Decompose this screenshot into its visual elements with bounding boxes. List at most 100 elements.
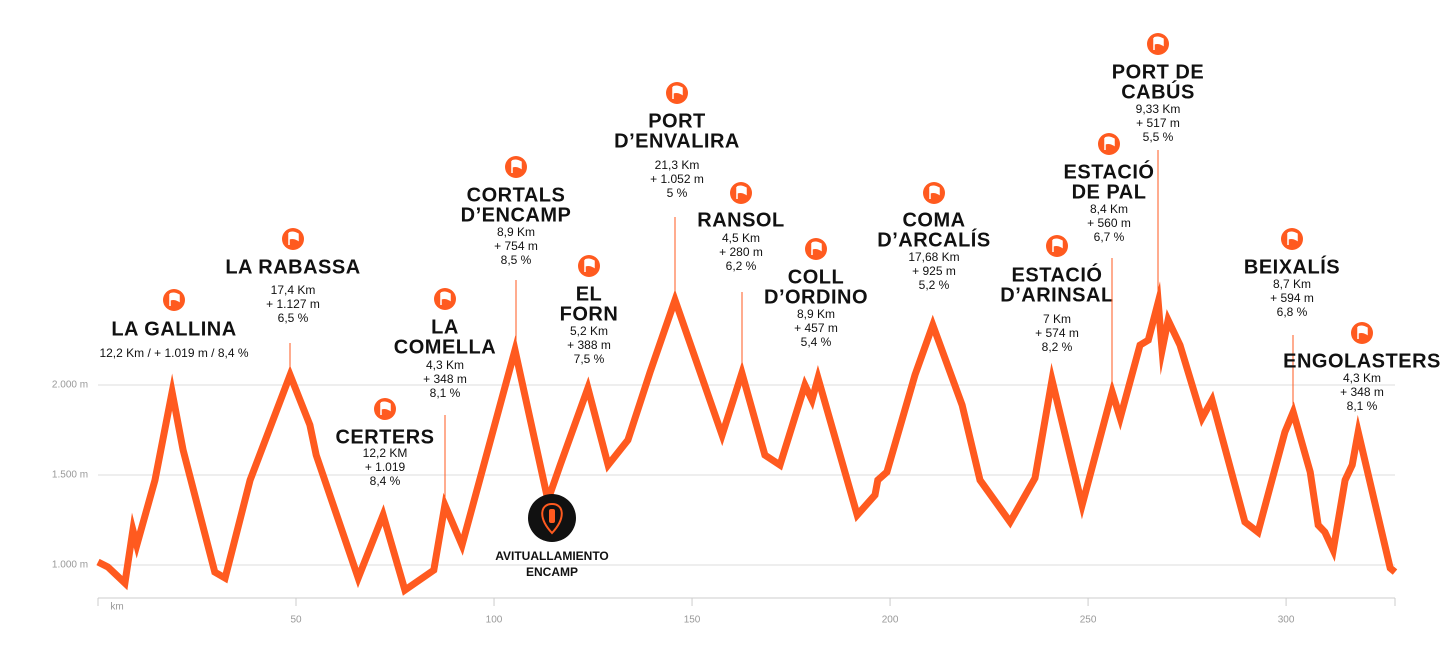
x-tick-label: 200	[882, 615, 899, 626]
flag-icon	[434, 288, 456, 310]
peak-stat: + 1.019	[365, 460, 406, 474]
flag-icon	[1351, 322, 1373, 344]
peak-stat: 6,2 %	[726, 259, 757, 273]
flag-glyph	[811, 241, 822, 255]
peak-stat: 7 Km	[1043, 312, 1071, 326]
peak-title: RANSOL	[697, 209, 784, 231]
peak-stat: 5,2 %	[919, 278, 950, 292]
peak-stat: + 348 m	[423, 372, 467, 386]
flag-icon	[1281, 228, 1303, 250]
peak-stat: + 280 m	[719, 245, 763, 259]
peak-stat: 8,4 Km	[1090, 202, 1128, 216]
peak-stat: 5,2 Km	[570, 324, 608, 338]
peak-title: D’ENCAMP	[461, 204, 572, 226]
flag-icon	[1098, 133, 1120, 155]
peak-title: EL	[576, 283, 603, 305]
flag-glyph	[1357, 325, 1368, 339]
aid-station-label: ENCAMP	[526, 565, 578, 579]
flag-icon	[666, 82, 688, 104]
peak-stat: 6,5 %	[278, 311, 309, 325]
y-tick-label: 2.000 m	[52, 380, 88, 391]
peak-title: ENGOLASTERS	[1283, 350, 1440, 372]
flag-glyph	[169, 292, 180, 306]
aid-bottle	[549, 509, 555, 523]
flag-glyph	[1052, 238, 1063, 252]
x-tick-label: 100	[486, 615, 503, 626]
peak-title: D’ARCALÍS	[877, 228, 990, 251]
flag-glyph	[672, 85, 683, 99]
x-tick-label: 150	[684, 615, 701, 626]
peak-stat: + 457 m	[794, 321, 838, 335]
x-tick-label: 300	[1278, 615, 1295, 626]
elevation-profile	[96, 281, 1398, 596]
flag-icon	[163, 289, 185, 311]
peak-stat: 12,2 Km / + 1.019 m / 8,4 %	[99, 346, 248, 360]
flag-icon	[374, 398, 396, 420]
peak-title: PORT DE	[1112, 61, 1204, 83]
flag-icon	[730, 182, 752, 204]
flag-icon	[1147, 33, 1169, 55]
peak-title: LA GALLINA	[111, 318, 236, 340]
peak-stat: 5 %	[667, 186, 688, 200]
flag-icon	[1046, 235, 1068, 257]
peak-stat: 4,3 Km	[1343, 371, 1381, 385]
peak-title: FORN	[560, 303, 619, 325]
peak-stat: + 1.127 m	[266, 297, 320, 311]
peak-stat: + 754 m	[494, 239, 538, 253]
peak-stat: + 574 m	[1035, 326, 1079, 340]
peak-title: CERTERS	[335, 426, 434, 448]
peak-stat: 5,4 %	[801, 335, 832, 349]
peak-stat: 8,9 Km	[797, 307, 835, 321]
peak-stat: + 560 m	[1087, 216, 1131, 230]
flag-glyph	[584, 258, 595, 272]
peak-title: LA RABASSA	[225, 256, 360, 278]
peak-stat: 17,4 Km	[271, 283, 316, 297]
flag-icon	[923, 182, 945, 204]
peak-stat: 6,7 %	[1094, 230, 1125, 244]
peak-stat: + 517 m	[1136, 116, 1180, 130]
peak-stat: 8,4 %	[370, 474, 401, 488]
peak-stat: + 388 m	[567, 338, 611, 352]
peak-stat: 8,9 Km	[497, 225, 535, 239]
peak-stat: 4,3 Km	[426, 358, 464, 372]
flag-glyph	[440, 291, 451, 305]
peak-stat: 4,5 Km	[722, 231, 760, 245]
flag-glyph	[929, 185, 940, 199]
peak-stat: 17,68 Km	[908, 250, 959, 264]
peak-title: CORTALS	[467, 184, 566, 206]
flag-glyph	[1153, 36, 1164, 50]
flag-glyph	[1104, 136, 1115, 150]
peak-title: ESTACIÓ	[1012, 262, 1103, 286]
peak-title: COLL	[788, 266, 844, 288]
peak-title: CABÚS	[1121, 79, 1195, 103]
peak-title: D’ORDINO	[764, 286, 868, 308]
peak-stat: 5,5 %	[1143, 130, 1174, 144]
peak-title: D’ARINSAL	[1000, 284, 1113, 306]
peak-title: DE PAL	[1072, 181, 1147, 203]
peak-title: ESTACIÓ	[1064, 159, 1155, 183]
peak-stat: + 1.052 m	[650, 172, 704, 186]
peak-stat: + 925 m	[912, 264, 956, 278]
peak-stat: 8,1 %	[1347, 399, 1378, 413]
peak-stat: 8,2 %	[1042, 340, 1073, 354]
flag-glyph	[736, 185, 747, 199]
x-tick-label: 250	[1080, 615, 1097, 626]
flag-icon	[282, 228, 304, 250]
flag-glyph	[511, 159, 522, 173]
flag-icon	[578, 255, 600, 277]
peak-title: PORT	[648, 110, 706, 132]
peak-title: BEIXALÍS	[1244, 255, 1340, 278]
flag-glyph	[288, 231, 299, 245]
peak-stat: 9,33 Km	[1136, 102, 1181, 116]
flag-icon	[805, 238, 827, 260]
x-tick-label: 50	[290, 615, 302, 626]
peak-stat: 12,2 KM	[363, 446, 408, 460]
peak-stat: + 594 m	[1270, 291, 1314, 305]
x-axis-label: km	[110, 602, 123, 613]
peak-stat: 21,3 Km	[655, 158, 700, 172]
y-tick-label: 1.000 m	[52, 560, 88, 571]
peak-title: COMELLA	[394, 336, 496, 358]
peak-title: D’ENVALIRA	[614, 130, 740, 152]
flag-icon	[505, 156, 527, 178]
